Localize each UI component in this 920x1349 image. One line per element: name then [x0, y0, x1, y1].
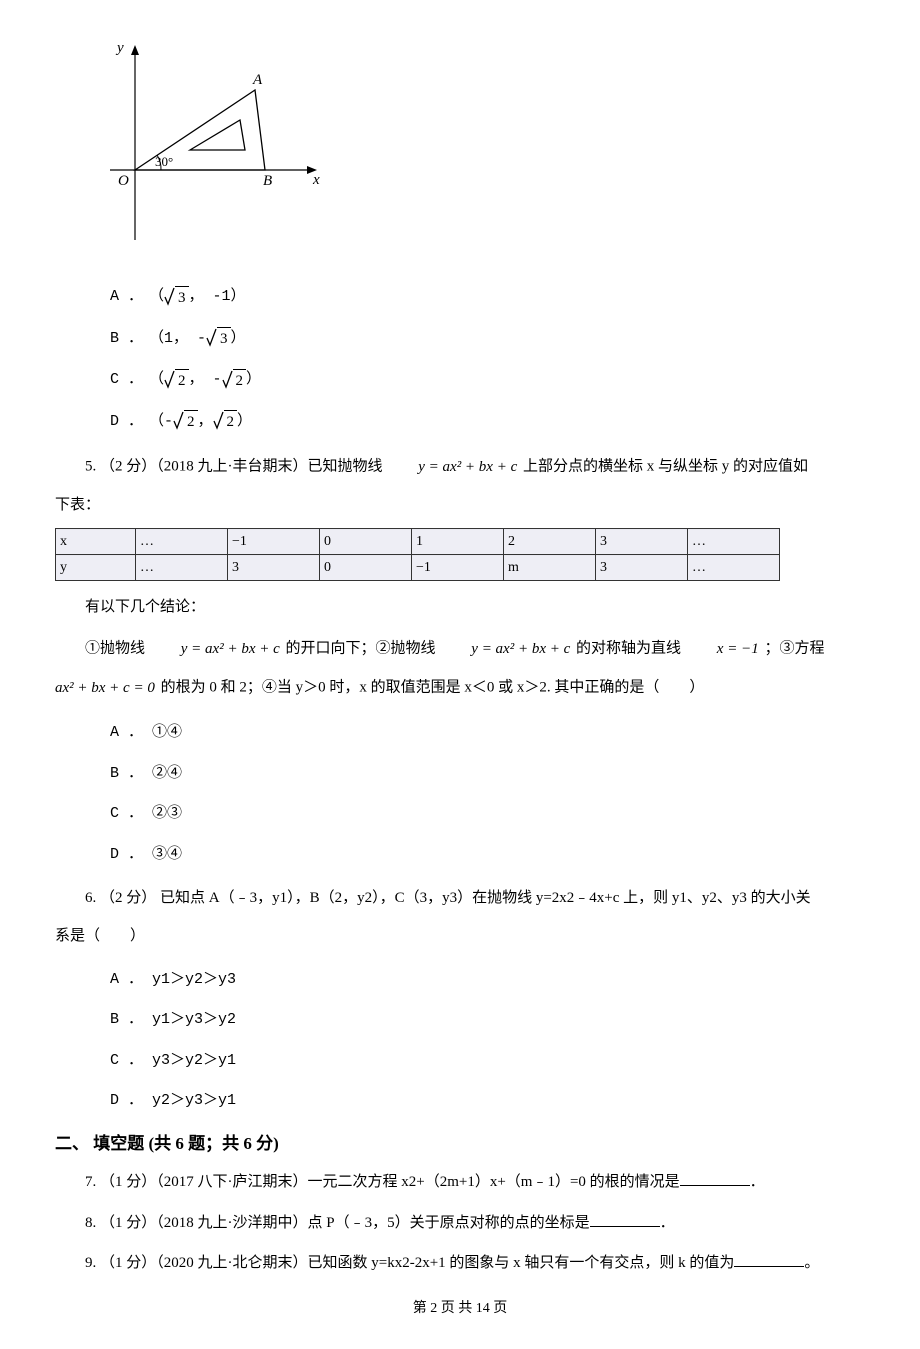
- table-cell: 3: [596, 529, 688, 555]
- option-letter: D ．: [110, 411, 143, 434]
- table-cell: y: [56, 555, 136, 581]
- table-cell: 3: [596, 555, 688, 581]
- option-text: （: [149, 369, 164, 392]
- q5-data-table: x … −1 0 1 2 3 … y … 3 0 −1 m 3 …: [55, 528, 780, 581]
- option-letter: B ．: [110, 328, 143, 351]
- option-text: （: [149, 286, 164, 309]
- option-text: ， -: [189, 369, 222, 392]
- q4-option-a: A ． （ 3 ， -1）: [110, 286, 865, 310]
- q6-option-b: B ． y1＞y3＞y2: [110, 1009, 865, 1032]
- table-cell: −1: [228, 529, 320, 555]
- formula: y = ax² + bx + c: [386, 452, 519, 483]
- table-cell: …: [688, 555, 780, 581]
- q7-text: 7. （1 分）（2017 八下·庐江期末）一元二次方程 x2+（2m+1）x+…: [85, 1174, 680, 1190]
- sqrt-icon: 2: [164, 369, 189, 393]
- table-cell: 3: [228, 555, 320, 581]
- table-cell: −1: [412, 555, 504, 581]
- table-row: y … 3 0 −1 m 3 …: [56, 555, 780, 581]
- q7: 7. （1 分）（2017 八下·庐江期末）一元二次方程 x2+（2m+1）x+…: [55, 1168, 865, 1197]
- q6-option-a: A ． y1＞y2＞y3: [110, 969, 865, 992]
- table-cell: 0: [320, 529, 412, 555]
- q7-text: ．: [750, 1174, 765, 1190]
- option-text: ， -1）: [189, 286, 246, 309]
- q4-option-c: C ． （ 2 ， - 2 ）: [110, 369, 865, 393]
- fill-blank: [734, 1253, 804, 1267]
- table-row: x … −1 0 1 2 3 …: [56, 529, 780, 555]
- q4-option-d: D ． （- 2 ， 2 ）: [110, 410, 865, 434]
- q6-stem: 6. （2 分） 已知点 A（﹣3，y1），B（2，y2），C（3，y3）在抛物…: [55, 884, 865, 913]
- table-cell: …: [688, 529, 780, 555]
- origin-label: O: [118, 173, 129, 189]
- formula: x = −1: [685, 634, 761, 665]
- page-footer: 第 2 页 共 14 页: [55, 1298, 865, 1319]
- sqrt-icon: 2: [222, 369, 247, 393]
- fill-blank: [590, 1213, 660, 1227]
- q5-text: 5. （2 分）（2018 九上·丰台期末）已知抛物线: [85, 458, 386, 474]
- option-text: （1， -: [149, 328, 206, 351]
- option-text: ）: [231, 328, 246, 351]
- section-2-heading: 二、 填空题 (共 6 题；共 6 分): [55, 1131, 865, 1157]
- point-a-label: A: [252, 72, 263, 88]
- q5-stem-cont: 下表：: [55, 490, 865, 520]
- point-b-label: B: [263, 173, 272, 189]
- q5-text: 的根为 0 和 2；④当 y＞0 时，x 的取值范围是 x＜0 或 x＞2. 其…: [161, 679, 705, 695]
- table-cell: …: [136, 555, 228, 581]
- q4-figure: y x O A B 30°: [95, 40, 865, 268]
- table-cell: x: [56, 529, 136, 555]
- formula: ax² + bx + c = 0: [55, 672, 157, 704]
- q5-text: ①抛物线: [85, 640, 149, 656]
- option-text: ）: [246, 369, 261, 392]
- q5-text: 上部分点的横坐标 x 与纵坐标 y 的对应值如: [523, 458, 808, 474]
- q8-text: 8. （1 分）（2018 九上·沙洋期中）点 P（﹣3，5）关于原点对称的点的…: [85, 1215, 590, 1231]
- sqrt-icon: 3: [164, 286, 189, 310]
- sqrt-icon: 2: [213, 410, 238, 434]
- table-cell: m: [504, 555, 596, 581]
- q6-stem-cont: 系是（ ）: [55, 921, 865, 951]
- q5-text: 的开口向下；②抛物线: [286, 640, 440, 656]
- formula: y = ax² + bx + c: [149, 634, 282, 665]
- q5-text: 的对称轴为直线: [576, 640, 685, 656]
- x-axis-label: x: [312, 172, 320, 188]
- q8: 8. （1 分）（2018 九上·沙洋期中）点 P（﹣3，5）关于原点对称的点的…: [55, 1209, 865, 1238]
- sqrt-icon: 2: [173, 410, 198, 434]
- q5-conclusions-cont: ax² + bx + c = 0 的根为 0 和 2；④当 y＞0 时，x 的取…: [55, 672, 865, 704]
- q6-option-d: D ． y2＞y3＞y1: [110, 1090, 865, 1113]
- q6-option-c: C ． y3＞y2＞y1: [110, 1050, 865, 1073]
- y-axis-label: y: [115, 40, 124, 56]
- q5-stem: 5. （2 分）（2018 九上·丰台期末）已知抛物线 y = ax² + bx…: [55, 452, 865, 483]
- q9-text: 9. （1 分）（2020 九上·北仑期末）已知函数 y=kx2-2x+1 的图…: [85, 1255, 734, 1271]
- fill-blank: [680, 1172, 750, 1186]
- q8-text: ．: [660, 1215, 675, 1231]
- table-cell: 0: [320, 555, 412, 581]
- option-letter: A ．: [110, 286, 143, 309]
- q5-option-d: D ． ③④: [110, 844, 865, 867]
- q9-text: 。: [804, 1255, 819, 1271]
- option-text: ，: [198, 411, 213, 434]
- angle-label: 30°: [155, 154, 173, 169]
- q5-conclusions: ①抛物线 y = ax² + bx + c 的开口向下；②抛物线 y = ax²…: [55, 634, 865, 665]
- q5-text: ；③方程: [764, 640, 824, 656]
- q5-option-b: B ． ②④: [110, 763, 865, 786]
- q4-option-b: B ． （1， - 3 ）: [110, 327, 865, 351]
- q5-option-a: A ． ①④: [110, 722, 865, 745]
- table-cell: 2: [504, 529, 596, 555]
- q5-conclusions-intro: 有以下几个结论：: [55, 593, 865, 622]
- table-cell: …: [136, 529, 228, 555]
- q5-option-c: C ． ②③: [110, 803, 865, 826]
- q9: 9. （1 分）（2020 九上·北仑期末）已知函数 y=kx2-2x+1 的图…: [55, 1249, 865, 1278]
- option-text: ）: [237, 411, 252, 434]
- option-letter: C ．: [110, 369, 143, 392]
- option-text: （-: [149, 411, 173, 434]
- sqrt-icon: 3: [206, 327, 231, 351]
- formula: y = ax² + bx + c: [439, 634, 572, 665]
- coordinate-figure: y x O A B 30°: [95, 40, 325, 260]
- table-cell: 1: [412, 529, 504, 555]
